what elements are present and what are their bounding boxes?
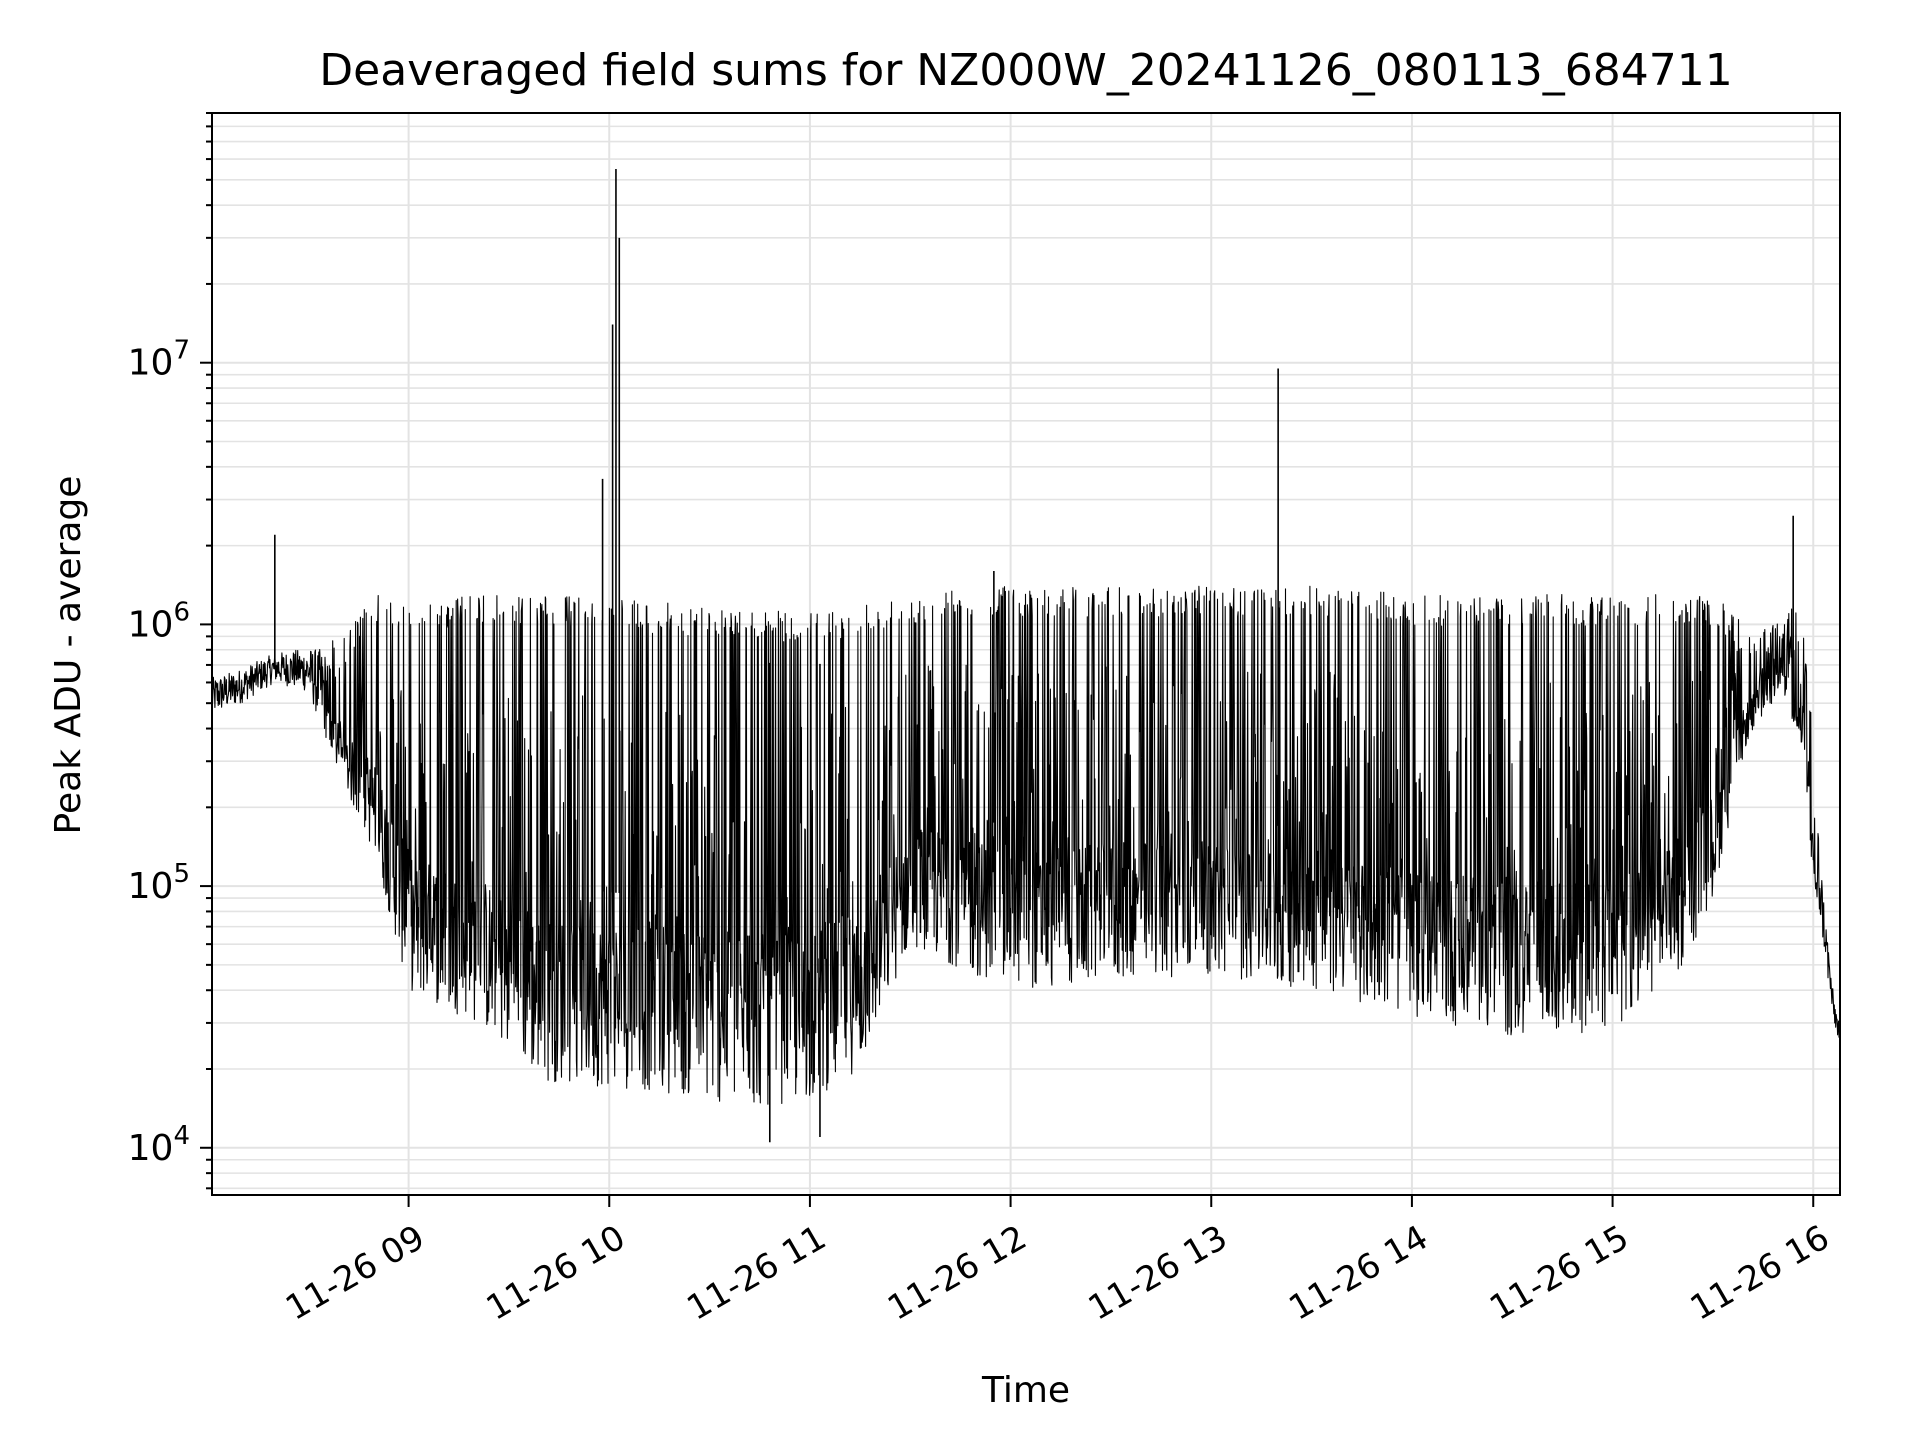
y-tick-base: 10 [128,866,174,907]
y-tick-exponent: 4 [173,1121,190,1151]
y-tick-exponent: 5 [173,859,190,889]
plot-area [212,168,1840,1143]
y-tick-label: 106 [128,597,190,645]
y-tick-label: 105 [128,859,190,907]
y-tick-base: 10 [128,343,174,384]
chart-title: Deaveraged field sums for NZ000W_2024112… [319,45,1732,96]
y-tick-label: 107 [128,336,190,384]
y-axis-label: Peak ADU - average [48,476,89,835]
y-tick-exponent: 6 [173,597,190,627]
series-line [212,585,1840,1105]
y-tick-label: 104 [128,1121,190,1169]
y-tick-base: 10 [128,1128,174,1169]
y-tick-exponent: 7 [173,336,190,366]
x-axis-label: Time [981,1370,1070,1411]
y-tick-base: 10 [128,604,174,645]
plot-frame [211,112,1841,1196]
